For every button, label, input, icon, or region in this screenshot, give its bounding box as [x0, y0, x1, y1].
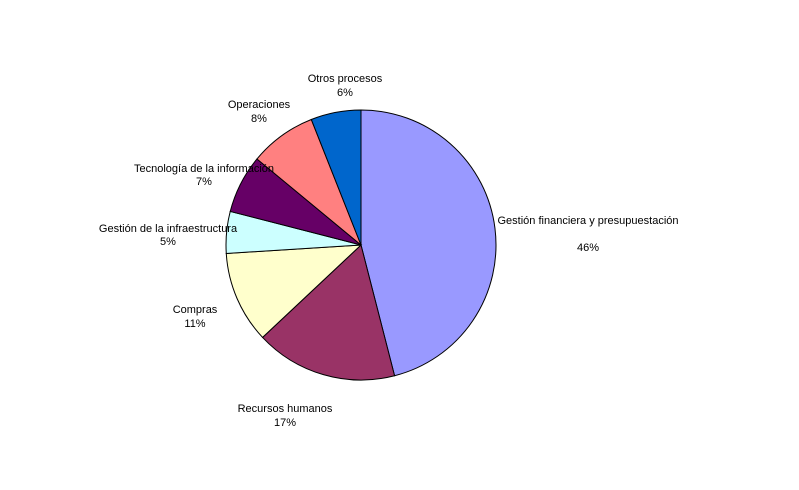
slice-label: Otros procesos: [308, 73, 383, 85]
slice-label: Operaciones: [228, 99, 291, 111]
slice-percent-label: 5%: [160, 236, 176, 248]
slice-label: Compras: [173, 304, 218, 316]
pie-slice: [310, 109, 362, 246]
slice-percent-label: 6%: [337, 87, 353, 99]
slice-label: Gestión financiera y presupuestación: [498, 215, 679, 227]
slice-label: Recursos humanos: [238, 403, 333, 415]
pie-slice: [360, 109, 497, 377]
slice-percent-label: 46%: [577, 242, 599, 254]
slice-percent-label: 11%: [184, 318, 205, 330]
slice-label: Tecnología de la información: [134, 163, 274, 175]
slice-percent-label: 7%: [196, 176, 212, 188]
slice-percent-label: 17%: [274, 417, 296, 429]
slice-percent-label: 8%: [251, 113, 267, 125]
pie-slice: [225, 244, 363, 339]
pie-slice: [261, 244, 396, 381]
slice-label: Gestión de la infraestructura: [99, 223, 238, 235]
